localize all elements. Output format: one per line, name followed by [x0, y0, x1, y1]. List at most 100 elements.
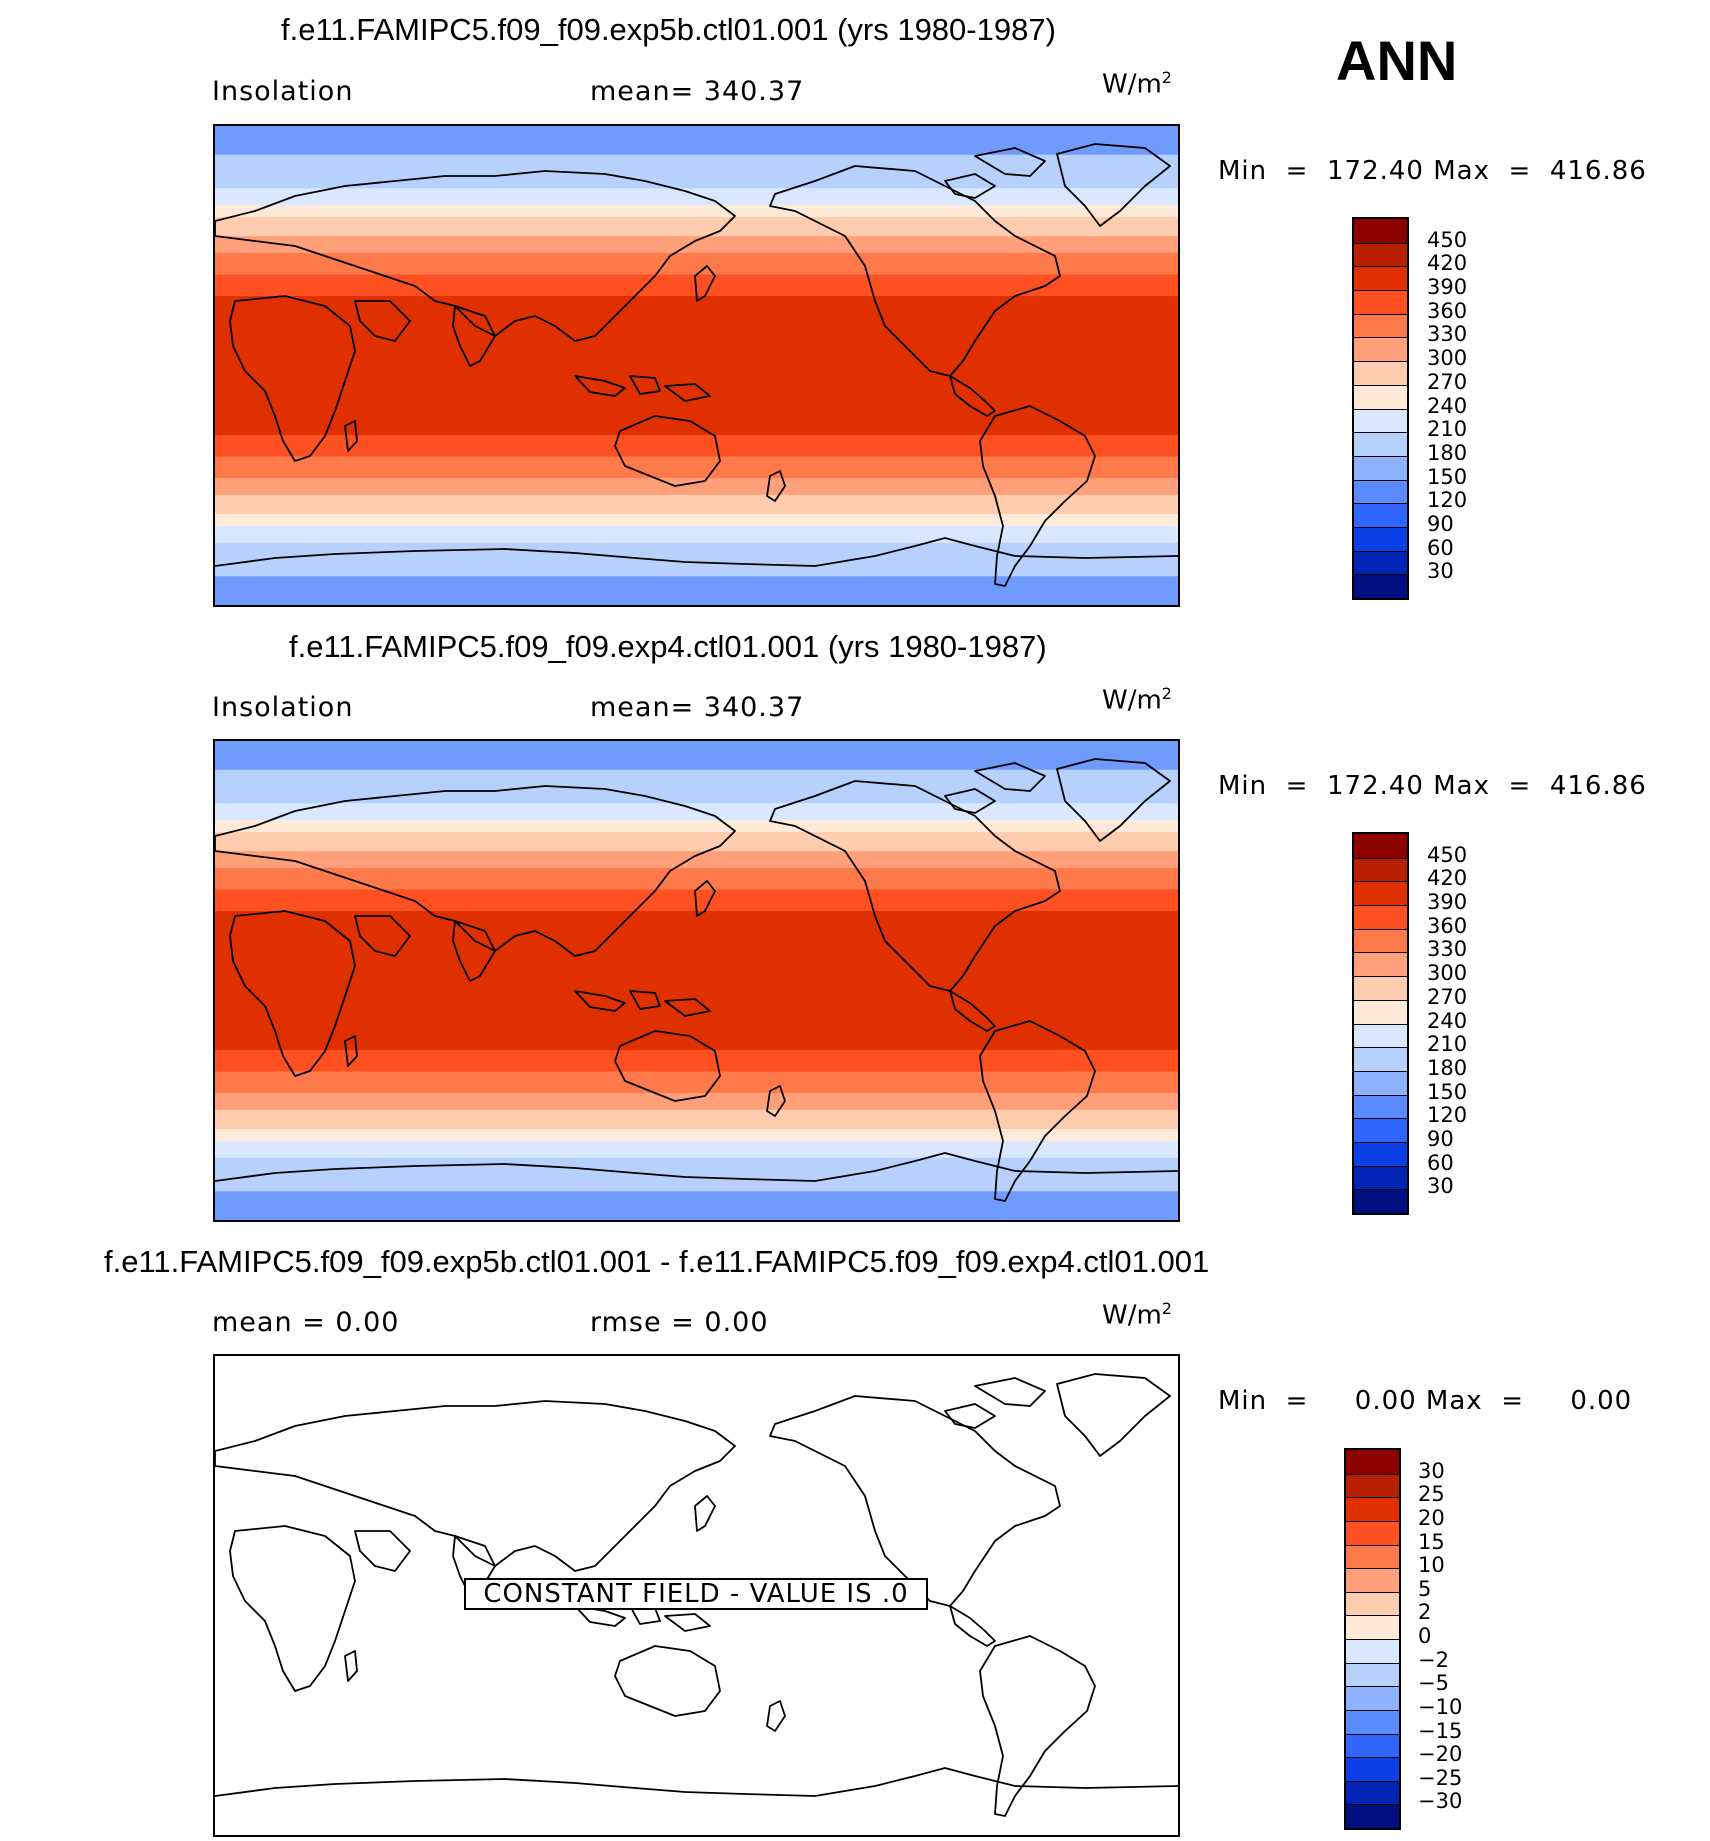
coastline: [949, 375, 996, 417]
colorbar-tick-label: 30: [1427, 559, 1454, 584]
coastline: [949, 990, 996, 1032]
coastline: [944, 1403, 996, 1429]
coastline: [229, 1525, 356, 1692]
colorbar-swatch: [1354, 952, 1407, 977]
colorbar-swatch: [1354, 999, 1407, 1024]
colorbar-tick-label: 90: [1427, 1126, 1454, 1151]
colorbar-swatch: [1354, 313, 1407, 338]
colorbar-swatch: [1354, 976, 1407, 1000]
colorbar-tick-label: 120: [1427, 488, 1468, 513]
map-latitude-band: [215, 741, 1178, 771]
colorbar-swatch: [1346, 1780, 1399, 1805]
colorbar-swatch: [1346, 1639, 1399, 1663]
colorbar-swatch: [1354, 1023, 1407, 1048]
colorbar-tick-label: 240: [1427, 393, 1468, 418]
coastline: [614, 1645, 721, 1717]
coastline: [1056, 758, 1171, 842]
colorbar-tick-label: 0: [1418, 1624, 1432, 1648]
panel-2-units: W/m2: [1102, 684, 1172, 716]
panel-1-map-field: [215, 126, 1178, 605]
colorbar-tick-label: −5: [1418, 1671, 1449, 1696]
colorbar-swatch: [1346, 1662, 1399, 1687]
colorbar-tick-label: 150: [1427, 464, 1468, 489]
colorbar-swatch: [1354, 1070, 1407, 1095]
colorbar-tick-label: 240: [1427, 1008, 1468, 1033]
colorbar-tick-label: 450: [1427, 227, 1468, 252]
coastline: [1056, 143, 1171, 227]
colorbar-swatch: [1354, 928, 1407, 953]
colorbar-tick-label: −25: [1418, 1765, 1463, 1790]
colorbar-tick-label: 60: [1427, 1150, 1454, 1175]
coastline: [769, 1395, 1061, 1607]
coastline: [949, 1605, 996, 1647]
map-latitude-band: [215, 1190, 1178, 1220]
colorbar-tick-label: 420: [1427, 251, 1468, 276]
colorbar-swatch: [1354, 574, 1407, 598]
coastline: [974, 762, 1046, 792]
coastline: [215, 1767, 1178, 1797]
coastline: [229, 295, 356, 462]
coastline: [766, 470, 786, 502]
colorbar-tick-label: 20: [1418, 1505, 1445, 1530]
colorbar-swatch: [1346, 1757, 1399, 1781]
panel-3-mean-label: mean = 0.00: [212, 1307, 400, 1338]
colorbar-tick-label: 270: [1427, 984, 1468, 1009]
colorbar-tick-label: 25: [1418, 1482, 1445, 1507]
coastline: [629, 375, 661, 395]
colorbar-swatch: [1354, 361, 1407, 385]
colorbar-swatch: [1346, 1497, 1399, 1521]
colorbar-swatch: [1354, 550, 1407, 575]
colorbar-swatch: [1354, 857, 1407, 882]
map-latitude-band: [215, 188, 1178, 206]
colorbar-swatch: [1346, 1473, 1399, 1498]
map-latitude-band: [215, 1092, 1178, 1110]
map-latitude-band: [215, 980, 1178, 1050]
coastline: [574, 375, 626, 397]
colorbar-tick-label: 270: [1427, 369, 1468, 394]
coastline: [766, 1700, 786, 1732]
panel-1-colorbar: [1352, 217, 1409, 600]
colorbar-swatch: [1346, 1544, 1399, 1569]
map-latitude-band: [215, 1071, 1178, 1094]
map-latitude-band: [215, 205, 1178, 218]
colorbar-tick-label: 420: [1427, 866, 1468, 891]
colorbar-swatch: [1354, 242, 1407, 267]
colorbar-swatch: [1354, 834, 1407, 858]
panel-3-minmax: Min = 0.00 Max = 0.00: [1218, 1386, 1633, 1416]
coastline: [344, 1035, 358, 1067]
coastline: [944, 788, 996, 814]
map-latitude-band: [215, 434, 1178, 457]
map-latitude-band: [215, 494, 1178, 514]
colorbar-tick-label: 15: [1418, 1529, 1445, 1554]
colorbar-tick-label: 30: [1418, 1458, 1445, 1483]
coastline: [229, 910, 356, 1077]
coastline: [215, 1152, 1178, 1182]
coastline: [664, 1613, 711, 1632]
colorbar-swatch: [1346, 1520, 1399, 1545]
coastline: [452, 920, 496, 982]
coastline: [664, 998, 711, 1017]
map-latitude-band: [215, 296, 1178, 366]
colorbar-tick-label: 360: [1427, 913, 1468, 938]
coastline: [344, 420, 358, 452]
map-latitude-band: [215, 1128, 1178, 1141]
coastline: [354, 300, 411, 342]
coastline: [344, 1650, 358, 1682]
panel-3-map-field: [215, 1373, 1178, 1817]
coastline: [215, 170, 736, 342]
colorbar-tick-label: −15: [1418, 1718, 1463, 1743]
coastline: [974, 1377, 1046, 1407]
panel-2-title: f.e11.FAMIPC5.f09_f09.exp4.ctl01.001 (yr…: [289, 629, 1047, 664]
colorbar-swatch: [1354, 1118, 1407, 1142]
colorbar-swatch: [1354, 503, 1407, 527]
coastline: [354, 1530, 411, 1572]
constant-field-label: CONSTANT FIELD - VALUE IS .0: [464, 1578, 928, 1610]
colorbar-tick-label: 150: [1427, 1079, 1468, 1104]
panel-3-rmse-label: rmse = 0.00: [590, 1307, 769, 1338]
colorbar-tick-label: 90: [1427, 511, 1454, 536]
colorbar-tick-label: −30: [1418, 1789, 1463, 1814]
map-latitude-band: [215, 867, 1178, 890]
colorbar-swatch: [1354, 455, 1407, 480]
panel-1-title: f.e11.FAMIPC5.f09_f09.exp5b.ctl01.001 (y…: [281, 12, 1056, 47]
colorbar-swatch: [1346, 1568, 1399, 1592]
